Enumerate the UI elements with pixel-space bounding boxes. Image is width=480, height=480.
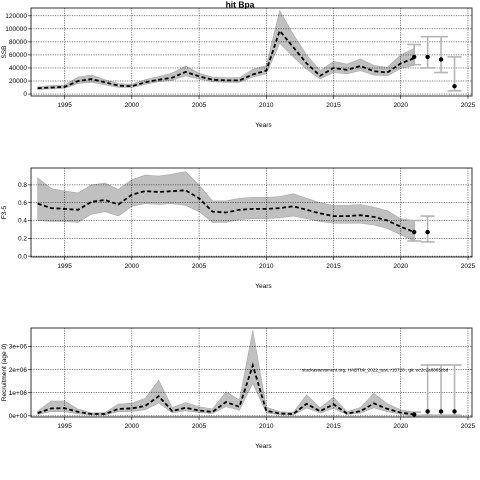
forecast-interval xyxy=(407,43,422,66)
forecast-point xyxy=(425,54,430,60)
estimate-line xyxy=(37,28,415,90)
forecast-interval xyxy=(447,364,462,416)
x-tick-label: 2000 xyxy=(125,263,140,270)
forecast-point xyxy=(411,54,417,60)
forecast-point xyxy=(425,409,430,414)
y-tick-label: 80000 xyxy=(9,39,27,46)
x-tick-label: 2020 xyxy=(394,263,409,270)
estimate-line xyxy=(37,189,415,233)
x-tick-label: 2025 xyxy=(461,423,476,430)
y-tick-label: 0.2 xyxy=(18,236,27,243)
x-tick-label: 1995 xyxy=(57,263,72,270)
x-axis-label: Years xyxy=(255,283,272,290)
plot-frame xyxy=(30,7,473,97)
x-tick-label: 2025 xyxy=(461,102,476,109)
forecast-interval xyxy=(434,35,449,74)
x-tick-label: 2010 xyxy=(259,102,274,109)
chart-title: hit Bpa xyxy=(226,0,255,10)
y-axis-label: SSB xyxy=(1,45,8,58)
y-tick-label: 60000 xyxy=(9,52,27,59)
y-tick-label: 0.6 xyxy=(18,200,27,207)
x-tick-label: 2005 xyxy=(192,423,207,430)
plot-frame xyxy=(30,327,473,418)
y-tick-label: 120000 xyxy=(5,13,27,20)
panel-2: 1995 2000 2005 2010 2015 2020 2025 0.0 0.2 0.4 0.6… xyxy=(1,167,476,290)
confidence-band xyxy=(37,171,415,242)
panel-3: 1995 2000 2005 2010 2015 2020 2025 0e+00 1e+06 2e… xyxy=(1,327,476,450)
forecast-point xyxy=(425,229,430,235)
forecast-point xyxy=(411,229,417,235)
x-tick-label: 2015 xyxy=(326,423,341,430)
y-tick-label: 0.0 xyxy=(18,253,27,260)
y-axis-label: Recruitment (age 0) xyxy=(1,344,8,401)
forecast-interval xyxy=(420,364,435,416)
x-axis-label: Years xyxy=(255,443,272,450)
forecast-interval xyxy=(420,215,435,243)
y-tick-label: 1e+06 xyxy=(9,390,28,397)
x-tick-label: 2020 xyxy=(394,423,409,430)
plot-frame xyxy=(30,167,473,258)
x-tick-label: 1995 xyxy=(57,423,72,430)
y-tick-label: 0e+00 xyxy=(9,413,28,420)
x-axis-label: Years xyxy=(255,122,272,129)
x-tick-label: 2025 xyxy=(461,263,476,270)
y-tick-label: 100000 xyxy=(5,26,27,33)
y-tick-label: 0.4 xyxy=(18,218,27,225)
forecast-point xyxy=(411,412,417,417)
estimate-line xyxy=(37,362,415,416)
x-tick-label: 2000 xyxy=(125,423,140,430)
x-tick-label: 2000 xyxy=(125,102,140,109)
y-tick-label: 3e+06 xyxy=(9,344,28,351)
source-annotation: stockassessment.org, HADTbk_2022_test, r… xyxy=(302,368,449,373)
y-tick-label: 2e+06 xyxy=(9,367,28,374)
y-tick-label: 0.8 xyxy=(18,182,27,189)
x-tick-label: 2010 xyxy=(259,263,274,270)
x-tick-label: 2010 xyxy=(259,423,274,430)
forecast-point xyxy=(438,57,444,62)
forecast-point xyxy=(438,409,444,414)
y-tick-label: 0 xyxy=(23,91,27,98)
forecast-interval xyxy=(434,364,449,416)
x-tick-label: 1995 xyxy=(57,102,72,109)
forecast-interval xyxy=(420,35,435,69)
y-tick-label: 40000 xyxy=(9,65,27,72)
x-tick-label: 2005 xyxy=(192,102,207,109)
y-axis-label: F3-5 xyxy=(1,205,8,219)
confidence-band xyxy=(37,9,415,90)
x-tick-label: 2005 xyxy=(192,263,207,270)
x-tick-label: 2015 xyxy=(326,263,341,270)
forecast-point xyxy=(452,84,457,89)
forecast-point xyxy=(452,409,457,414)
y-tick-label: 20000 xyxy=(9,78,27,85)
x-tick-label: 2020 xyxy=(394,102,409,109)
x-tick-label: 2015 xyxy=(326,102,341,109)
panel-1: 1995 2000 2005 2010 2015 2020 2025 0 20000 40000 6… xyxy=(1,0,476,129)
